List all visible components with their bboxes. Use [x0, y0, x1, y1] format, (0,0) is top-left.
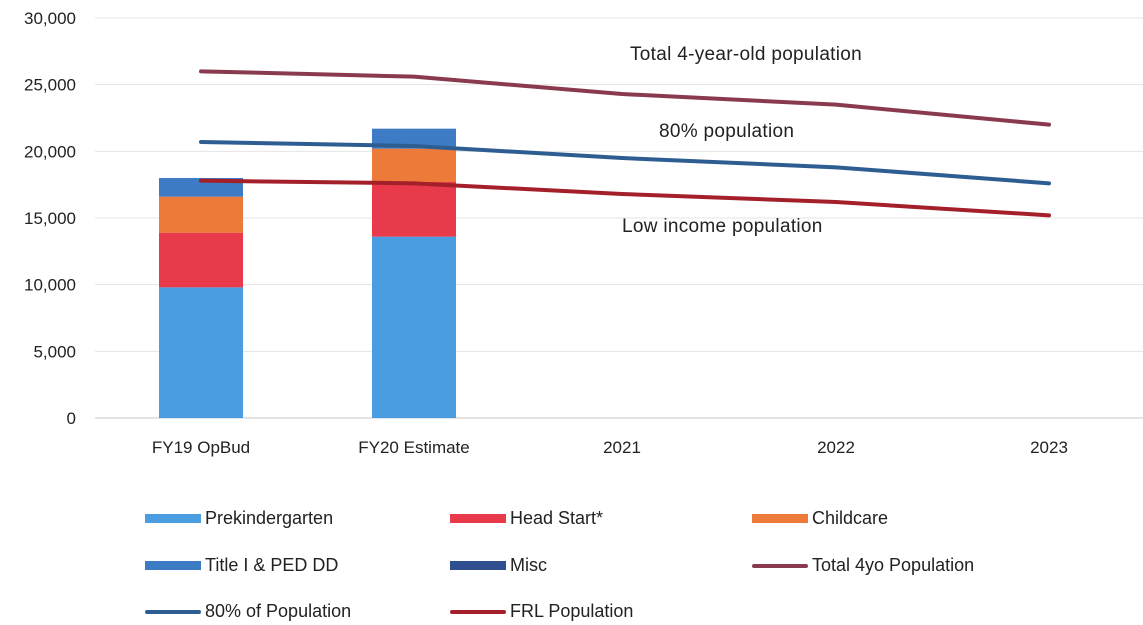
y-tick-label-5-000: 5,000 — [33, 342, 76, 361]
x-tick-label-2023: 2023 — [1030, 438, 1068, 457]
bar-head-start-fy20-estimate — [372, 182, 456, 237]
y-axis-ticks: 0 5,000 10,000 15,000 20,000 25,000 30,000 — [24, 9, 76, 428]
bar-prekindergarten-fy20-estimate — [372, 236, 456, 418]
y-tick-label-30-000: 30,000 — [24, 9, 76, 28]
x-tick-label-fy20-estimate: FY20 Estimate — [358, 438, 470, 457]
gridlines — [95, 17, 1143, 419]
annotation-80-percent-population: 80% population — [659, 121, 794, 142]
y-tick-label-15-000: 15,000 — [24, 209, 76, 228]
x-axis-ticks: FY19 OpBud FY20 Estimate 2021 2022 2023 — [152, 438, 1068, 457]
x-tick-label-2022: 2022 — [817, 438, 855, 457]
bar-prekindergarten-fy19-opbud — [159, 287, 243, 418]
annotation-low-income-population: Low income population — [622, 216, 823, 237]
y-tick-label-10-000: 10,000 — [24, 276, 76, 295]
line-80-of-population — [199, 140, 1051, 186]
annotation-total-population: Total 4-year-old population — [630, 44, 862, 65]
y-tick-label-20-000: 20,000 — [24, 142, 76, 161]
bar-head-start-fy19-opbud — [159, 232, 243, 288]
bars — [159, 128, 456, 418]
x-tick-label-2021: 2021 — [603, 438, 641, 457]
bar-childcare-fy19-opbud — [159, 196, 243, 233]
y-tick-label-0: 0 — [67, 409, 76, 428]
y-tick-label-25-000: 25,000 — [24, 76, 76, 95]
population-lines — [199, 69, 1051, 218]
line-frl-population — [199, 178, 1051, 218]
line-total-4yo-population — [199, 69, 1051, 127]
x-tick-label-fy19-opbud: FY19 OpBud — [152, 438, 250, 457]
bar-childcare-fy20-estimate — [372, 148, 456, 182]
